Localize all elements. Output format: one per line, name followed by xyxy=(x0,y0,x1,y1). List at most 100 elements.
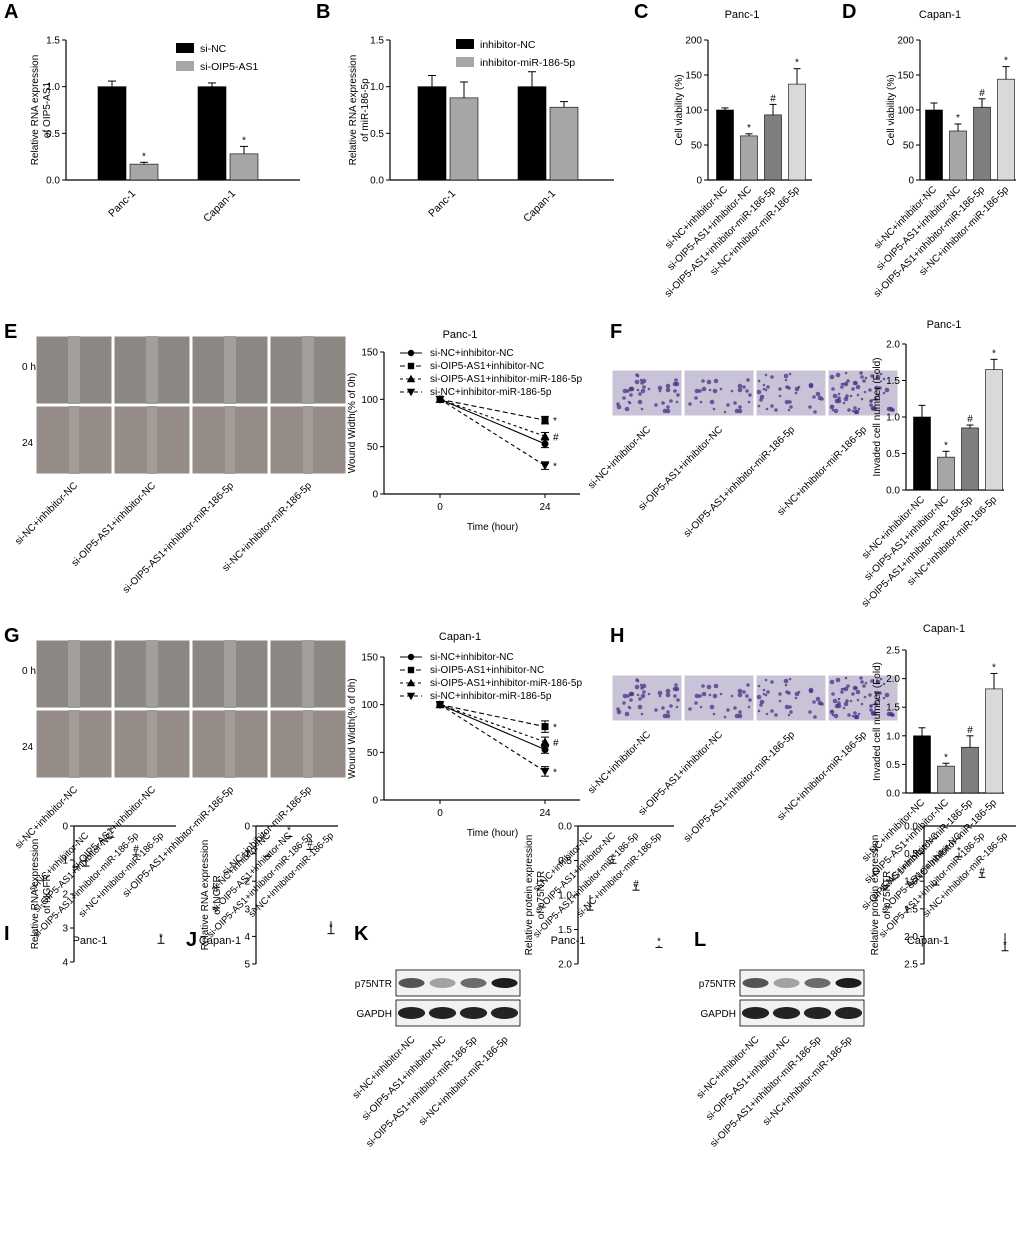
invaded-cell xyxy=(673,389,677,393)
panel-letter-a: A xyxy=(4,1,18,23)
transwell-images: si-NC+inhibitor-NCsi-OIP5-AS1+inhibitor-… xyxy=(586,369,899,540)
x-axis-label: Time (hour) xyxy=(467,522,518,533)
significance-mark: * xyxy=(553,462,557,473)
invaded-cell xyxy=(835,677,841,683)
y-tick-label: 3 xyxy=(244,904,250,915)
wound-gap xyxy=(224,336,236,404)
invaded-cell xyxy=(842,687,846,691)
y-axis-label: Relative RNA expression xyxy=(30,839,41,950)
bar xyxy=(913,416,931,491)
y-tick-label: 2.5 xyxy=(904,960,918,971)
bar xyxy=(925,109,943,181)
marker-square xyxy=(407,362,415,370)
legend-swatch xyxy=(176,43,194,53)
invaded-cell xyxy=(658,694,662,698)
blot-label-gapdh: GAPDH xyxy=(356,1009,392,1020)
panel-letter-f: F xyxy=(610,321,622,343)
y-tick-label: 0 xyxy=(62,822,68,833)
chart-title: Capan-1 xyxy=(907,935,949,947)
invaded-cell xyxy=(847,408,851,412)
invaded-cell xyxy=(766,385,770,389)
invaded-cell xyxy=(726,708,730,712)
y-tick-label: 2.0 xyxy=(558,960,572,971)
y-tick-label: 2.0 xyxy=(904,932,918,943)
chart-i: 0 1 2 3 4 Relative RNA expression of NGFR Panc-… xyxy=(27,822,176,969)
invaded-cell xyxy=(757,709,761,713)
invaded-cell xyxy=(859,676,863,680)
y-tick-label: 1.5 xyxy=(370,36,384,47)
invaded-cell xyxy=(813,715,817,719)
invaded-cell xyxy=(746,378,750,382)
invaded-cell xyxy=(846,684,850,688)
significance-mark: * xyxy=(611,852,615,863)
invaded-cell xyxy=(882,391,886,395)
legend-label: inhibitor-NC xyxy=(480,39,536,51)
wound-gap xyxy=(302,640,314,708)
series-line xyxy=(439,398,546,445)
legend-label: si-OIP5-AS1+inhibitor-NC xyxy=(430,665,544,676)
invaded-cell xyxy=(675,400,679,404)
invaded-cell xyxy=(639,683,643,687)
invaded-cell xyxy=(747,400,751,404)
invaded-cell xyxy=(808,405,812,409)
invaded-cell xyxy=(737,383,743,389)
y-tick-label: 200 xyxy=(897,36,914,47)
chart-j: 0 1 2 3 4 5 Relative RNA expression of NGFR Capa… xyxy=(199,822,338,971)
invaded-cell xyxy=(665,688,671,694)
marker-circle xyxy=(407,653,415,661)
panel-letters: A B C D E F G H I J K L xyxy=(4,1,856,951)
invaded-cell xyxy=(888,711,894,717)
invaded-cell xyxy=(712,388,718,394)
chart-d: 0 50 100 150 200 Cell viability (%) Capan-1 * # *… xyxy=(872,9,1016,300)
invaded-cell xyxy=(860,702,864,706)
invaded-cell xyxy=(676,393,680,397)
invaded-cell xyxy=(624,711,630,717)
blot-label-p75ntr: p75NTR xyxy=(355,979,392,990)
bar xyxy=(961,427,979,491)
significance-mark: * xyxy=(957,846,961,857)
invaded-cell xyxy=(787,691,791,695)
y-tick-label: 50 xyxy=(691,141,703,152)
invaded-cell xyxy=(784,683,788,687)
invaded-cell xyxy=(672,686,678,692)
y-tick-label: 0 xyxy=(696,176,702,187)
invaded-cell xyxy=(854,714,860,720)
invaded-cell xyxy=(764,388,768,392)
wound-gap xyxy=(147,710,157,778)
y-tick-label: 0.0 xyxy=(886,486,900,497)
wound-gap xyxy=(225,710,235,778)
invaded-cell xyxy=(778,387,782,391)
invaded-cell xyxy=(875,679,881,685)
invaded-cell xyxy=(840,382,844,386)
invaded-cell xyxy=(784,378,788,382)
invaded-cell xyxy=(629,698,633,702)
invaded-cell xyxy=(869,708,873,712)
series-line xyxy=(439,398,546,437)
marker-square xyxy=(541,723,549,731)
invaded-cell xyxy=(831,713,835,717)
y-tick-label: 1.0 xyxy=(370,82,384,93)
invaded-cell xyxy=(616,404,622,410)
invaded-cell xyxy=(699,400,703,404)
invaded-cell xyxy=(669,704,673,708)
y-tick-label: 0 xyxy=(908,176,914,187)
row-label-0h: 0 h xyxy=(22,666,36,677)
wound-gap xyxy=(146,640,158,708)
invaded-cell xyxy=(794,696,798,700)
wound-gap xyxy=(68,336,80,404)
invaded-cell xyxy=(762,387,766,391)
invaded-cell xyxy=(863,695,867,699)
invaded-cell xyxy=(853,711,857,715)
invaded-cell xyxy=(737,387,743,393)
wound-gap xyxy=(303,710,313,778)
wound-gap xyxy=(146,336,158,404)
y-tick-label: 100 xyxy=(361,395,378,406)
bar xyxy=(985,688,1003,794)
invaded-cell xyxy=(640,712,644,716)
invaded-cell xyxy=(672,381,678,387)
y-axis-label: Cell viability (%) xyxy=(886,74,897,145)
marker-triangle-down xyxy=(540,767,550,776)
series-line xyxy=(439,704,546,728)
invaded-cell xyxy=(851,714,855,718)
